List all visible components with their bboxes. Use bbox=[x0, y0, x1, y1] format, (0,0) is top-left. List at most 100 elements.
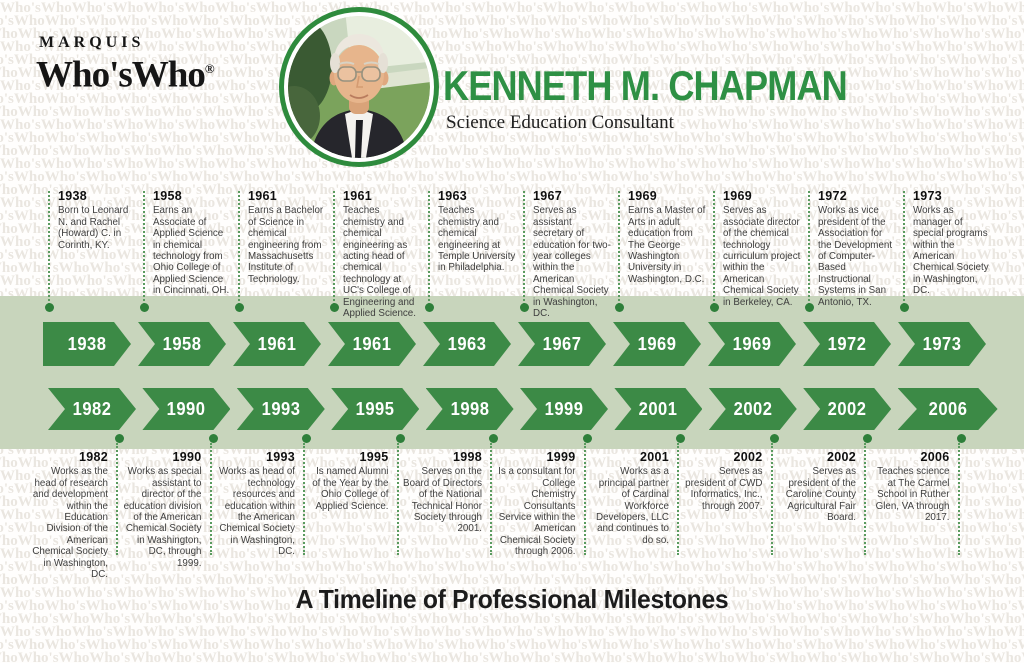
watermark-row: Who'sWhoWho'sWhoWho'sWhoWho'sWhoWho'sWho… bbox=[0, 0, 1024, 16]
entry-year: 1961 bbox=[248, 189, 278, 203]
timeline-dot bbox=[140, 303, 149, 312]
entry-year: 1938 bbox=[58, 189, 88, 203]
arrow-year-label: 1973 bbox=[922, 333, 962, 354]
timeline-arrow: 1967 bbox=[518, 322, 606, 366]
timeline-dot bbox=[676, 434, 685, 443]
watermark-row: Who'sWhoWho'sWhoWho'sWhoWho'sWhoWho'sWho… bbox=[0, 481, 1024, 497]
arrow-year-label: 1967 bbox=[542, 333, 582, 354]
footer-title: A Timeline of Professional Milestones bbox=[295, 584, 729, 614]
timeline-entry: 1958 Earns an Associate of Applied Scienc… bbox=[143, 190, 233, 305]
timeline-entry: 1973 Works as manager of special programs… bbox=[903, 189, 993, 305]
watermark-row: Who'sWhoWho'sWhoWho'sWhoWho'sWhoWho'sWho… bbox=[0, 611, 1024, 627]
arrow-year-label: 1969 bbox=[637, 333, 677, 354]
arrow-year-label: 1990 bbox=[167, 398, 206, 419]
timeline-arrow: 1973 bbox=[898, 322, 986, 366]
arrow-year-label: 2006 bbox=[928, 398, 967, 419]
entry-year: 1993 bbox=[265, 450, 295, 464]
entry-text: Serves as assistant secretary of educati… bbox=[533, 205, 611, 320]
timeline-entry: 1967 Serves as assistant secretary of edu… bbox=[523, 189, 613, 319]
entry-text: Works as a principal partner of Cardinal… bbox=[596, 466, 669, 546]
watermark-row: Who'sWhoWho'sWhoWho'sWhoWho'sWhoWho'sWho… bbox=[0, 559, 1024, 575]
timeline-entry: 1982 Works as the head of research and de… bbox=[29, 443, 118, 580]
entry-text: Works as special assistant to director o… bbox=[123, 466, 202, 569]
entry-year: 1967 bbox=[533, 189, 563, 203]
watermark-row: Who'sWhoWho'sWhoWho'sWhoWho'sWhoWho'sWho… bbox=[0, 26, 1024, 42]
watermark-row: Who'sWhoWho'sWhoWho'sWhoWho'sWhoWho'sWho… bbox=[0, 624, 1024, 640]
entry-year: 1969 bbox=[628, 189, 658, 203]
watermark-row: Who'sWhoWho'sWhoWho'sWhoWho'sWhoWho'sWho… bbox=[0, 143, 1024, 159]
timeline-dot bbox=[805, 303, 814, 312]
timeline-entry: 1993 Works as head of technology resource… bbox=[216, 443, 305, 558]
entry-text: Works as the head of research and develo… bbox=[32, 466, 108, 581]
watermark-row: Who'sWhoWho'sWhoWho'sWhoWho'sWhoWho'sWho… bbox=[0, 455, 1024, 471]
timeline-entry: 1972 Works as vice president of the Assoc… bbox=[808, 189, 898, 308]
watermark-row: Who'sWhoWho'sWhoWho'sWhoWho'sWhoWho'sWho… bbox=[0, 494, 1024, 510]
timeline-entry: 1990 Works as special assistant to direct… bbox=[123, 443, 212, 569]
entry-year: 1973 bbox=[913, 189, 943, 203]
entry-year: 1972 bbox=[818, 189, 848, 203]
entry-year: 1969 bbox=[723, 189, 753, 203]
timeline-arrow: 1938 bbox=[43, 322, 131, 366]
timeline-entry: 1995 Is named Alumni of the Year by the O… bbox=[310, 443, 399, 555]
watermark-row: Who'sWhoWho'sWhoWho'sWhoWho'sWhoWho'sWho… bbox=[0, 78, 1024, 94]
timeline-entry: 2006 Teaches science at The Carmel School… bbox=[871, 443, 960, 555]
logo-whoswho-word: Who'sWho bbox=[36, 54, 206, 96]
entry-text: Works as head of technology resources an… bbox=[218, 466, 295, 558]
timeline-dot bbox=[710, 303, 719, 312]
watermark-row: Who'sWhoWho'sWhoWho'sWhoWho'sWhoWho'sWho… bbox=[0, 637, 1024, 653]
arrow-year-label: 1938 bbox=[67, 333, 107, 354]
entry-text: Earns a Master of Arts in adult educatio… bbox=[628, 205, 706, 285]
entry-year: 1998 bbox=[452, 450, 482, 464]
watermark-row: Who'sWhoWho'sWhoWho'sWhoWho'sWhoWho'sWho… bbox=[0, 52, 1024, 68]
watermark-row: Who'sWhoWho'sWhoWho'sWhoWho'sWhoWho'sWho… bbox=[0, 208, 1024, 224]
watermark-row: Who'sWhoWho'sWhoWho'sWhoWho'sWhoWho'sWho… bbox=[0, 104, 1024, 120]
timeline-dot bbox=[520, 303, 529, 312]
timeline-dot bbox=[956, 434, 966, 443]
person-title: Science Education Consultant bbox=[446, 112, 674, 133]
entry-year: 1963 bbox=[438, 189, 468, 203]
timeline-arrow: 2002 bbox=[803, 388, 892, 430]
arrow-year-label: 1961 bbox=[352, 333, 392, 354]
entry-text: Serves as president of CWD Informatics, … bbox=[685, 466, 763, 512]
timeline-dot bbox=[425, 303, 434, 312]
entry-text: Works as manager of special programs wit… bbox=[913, 205, 989, 297]
arrow-year-label: 2002 bbox=[827, 398, 867, 419]
timeline-entry: 1999 Is a consultant for College Chemistr… bbox=[497, 443, 586, 557]
watermark-row: Who'sWhoWho'sWhoWho'sWhoWho'sWhoWho'sWho… bbox=[0, 533, 1024, 549]
watermark-row: Who'sWhoWho'sWhoWho'sWhoWho'sWhoWho'sWho… bbox=[0, 91, 1024, 107]
timeline-entry: 2002 Serves as president of the Caroline … bbox=[777, 443, 866, 555]
entry-year: 2002 bbox=[826, 450, 856, 464]
arrow-year-label: 1972 bbox=[827, 333, 867, 354]
watermark-row: Who'sWhoWho'sWhoWho'sWhoWho'sWhoWho'sWho… bbox=[0, 520, 1024, 536]
arrow-year-label: 1958 bbox=[162, 333, 202, 354]
entry-text: Teaches chemistry and chemical engineeri… bbox=[438, 205, 516, 274]
arrow-year-label: 1995 bbox=[355, 398, 395, 419]
watermark-row: Who'sWhoWho'sWhoWho'sWhoWho'sWhoWho'sWho… bbox=[0, 65, 1024, 81]
arrow-year-label: 1982 bbox=[72, 398, 112, 419]
watermark-row: Who'sWhoWho'sWhoWho'sWhoWho'sWhoWho'sWho… bbox=[0, 273, 1024, 289]
watermark-row: Who'sWhoWho'sWhoWho'sWhoWho'sWhoWho'sWho… bbox=[0, 234, 1024, 250]
logo-marquis-text: MARQUIS bbox=[39, 34, 145, 51]
registered-mark-icon: ® bbox=[204, 61, 215, 76]
watermark-row: Who'sWhoWho'sWhoWho'sWhoWho'sWhoWho'sWho… bbox=[0, 156, 1024, 172]
entry-year: 1999 bbox=[546, 450, 576, 464]
arrow-year-label: 1963 bbox=[447, 333, 487, 354]
timeline-entry: 1969 Earns a Master of Arts in adult educ… bbox=[618, 189, 708, 305]
watermark-row: Who'sWhoWho'sWhoWho'sWhoWho'sWhoWho'sWho… bbox=[0, 546, 1024, 562]
entry-year: 2006 bbox=[920, 450, 950, 464]
watermark-row: Who'sWhoWho'sWhoWho'sWhoWho'sWhoWho'sWho… bbox=[0, 507, 1024, 523]
timeline-entry: 2001 Works as a principal partner of Card… bbox=[590, 443, 679, 555]
timeline-dot bbox=[863, 434, 872, 443]
entry-year: 2002 bbox=[733, 450, 763, 464]
timeline-entry: 1961 Teaches chemistry and chemical engin… bbox=[333, 190, 423, 319]
logo-whoswho-text: Who'sWho® bbox=[36, 52, 215, 96]
entry-text: Earns an Associate of Applied Science in… bbox=[153, 205, 230, 297]
timeline-dot bbox=[115, 434, 124, 443]
timeline-entry: 1969 Serves as associate director of the … bbox=[713, 189, 803, 308]
timeline-entry: 1961 Earns a Bachelor of Science in chemi… bbox=[238, 189, 328, 305]
person-name: KENNETH M. CHAPMAN bbox=[443, 62, 848, 109]
entry-text: Teaches science at The Carmel School in … bbox=[875, 466, 950, 524]
arrow-year-label: 1969 bbox=[732, 333, 772, 354]
timeline-arrow: 2001 bbox=[614, 388, 703, 430]
